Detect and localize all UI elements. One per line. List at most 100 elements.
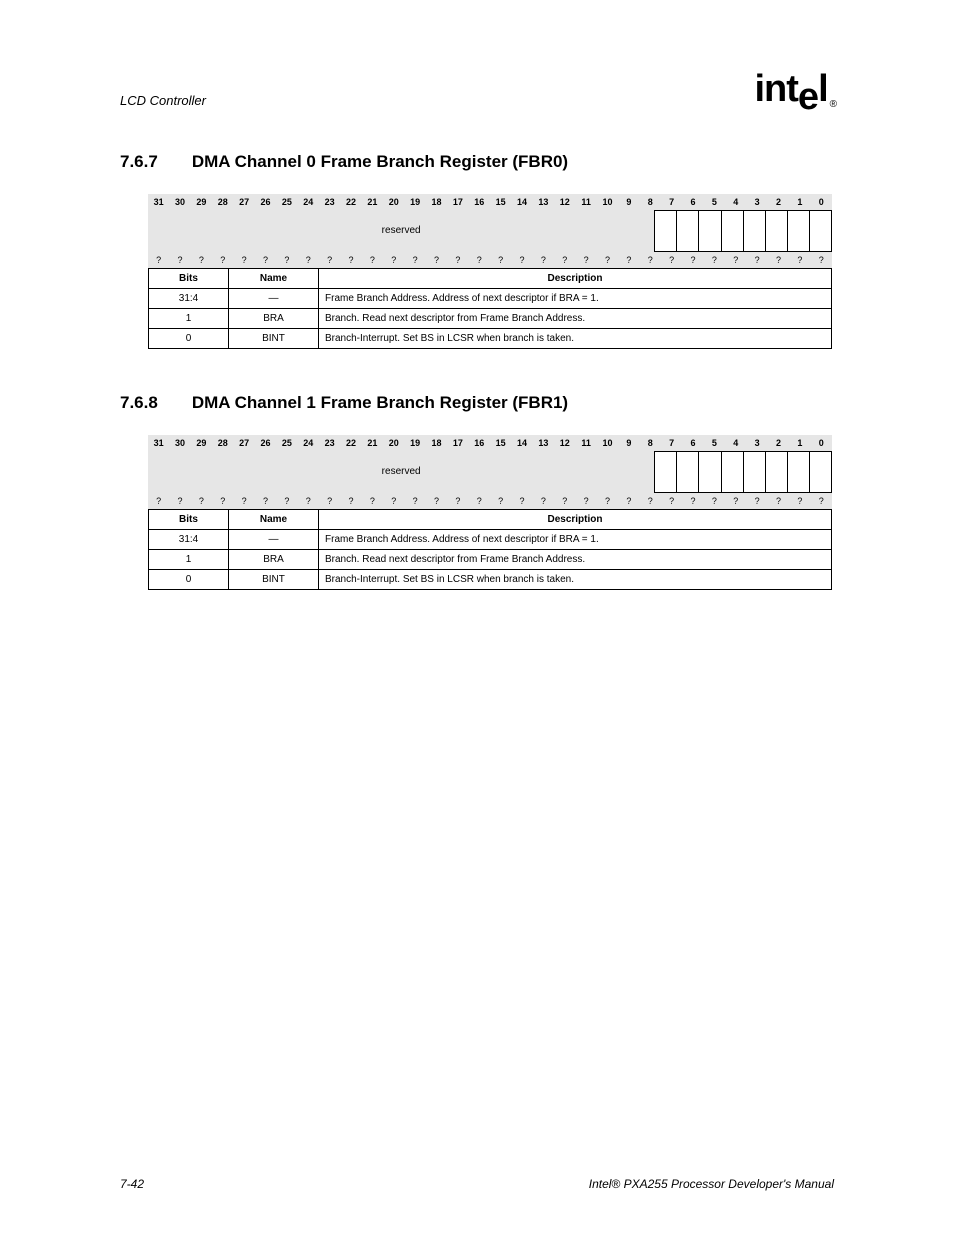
bit-label: 23	[319, 194, 340, 210]
reset-value: ?	[554, 252, 575, 268]
reset-value: ?	[319, 252, 340, 268]
reset-value: ?	[405, 493, 426, 509]
section-number: 7.6.8	[120, 393, 158, 413]
addr-bit-cell	[743, 451, 765, 493]
reset-value: ?	[276, 252, 297, 268]
bit-label: 12	[554, 435, 575, 451]
reset-row: ????????????????????????????????	[148, 252, 832, 268]
bit-label: 15	[490, 435, 511, 451]
reset-value: ?	[234, 252, 255, 268]
addr-bit-cell	[809, 210, 832, 252]
reset-value: ?	[191, 493, 212, 509]
bit-label: 4	[725, 194, 746, 210]
column-header: Description	[319, 269, 832, 289]
reset-value: ?	[490, 252, 511, 268]
field-row: reserved	[148, 210, 832, 252]
reset-value: ?	[148, 252, 169, 268]
column-header: Description	[319, 510, 832, 530]
reset-value: ?	[747, 252, 768, 268]
reset-value: ?	[276, 493, 297, 509]
table-cell: 31:4	[149, 530, 229, 550]
page-header: LCD Controller intel®	[120, 70, 834, 108]
reset-value: ?	[319, 493, 340, 509]
bit-label: 20	[383, 435, 404, 451]
bit-label: 28	[212, 194, 233, 210]
reset-value: ?	[640, 252, 661, 268]
reset-value: ?	[383, 493, 404, 509]
table-row: 1BRABranch. Read next descriptor from Fr…	[149, 550, 832, 570]
reset-value: ?	[340, 252, 361, 268]
reset-value: ?	[212, 493, 233, 509]
reset-value: ?	[789, 252, 810, 268]
register-diagram-2: 3130292827262524232221201918171615141312…	[120, 435, 834, 590]
reset-value: ?	[576, 252, 597, 268]
bit-label: 3	[747, 194, 768, 210]
reset-value: ?	[640, 493, 661, 509]
reset-value: ?	[469, 493, 490, 509]
addr-bit-cell	[721, 210, 743, 252]
reset-value: ?	[169, 493, 190, 509]
bit-label: 13	[533, 435, 554, 451]
bit-label: 10	[597, 435, 618, 451]
bit-label: 23	[319, 435, 340, 451]
table-cell: Branch-Interrupt. Set BS in LCSR when br…	[319, 570, 832, 590]
reset-value: ?	[191, 252, 212, 268]
addr-bit-cell	[721, 451, 743, 493]
bit-label: 5	[704, 194, 725, 210]
reset-value: ?	[704, 252, 725, 268]
bit-label: 28	[212, 435, 233, 451]
bit-label: 7	[661, 194, 682, 210]
bit-label: 14	[511, 194, 532, 210]
bit-label: 18	[426, 194, 447, 210]
column-header: Bits	[149, 510, 229, 530]
bit-label: 25	[276, 194, 297, 210]
reset-value: ?	[597, 252, 618, 268]
reset-value: ?	[362, 493, 383, 509]
section-heading-2: 7.6.8 DMA Channel 1 Frame Branch Registe…	[120, 393, 834, 413]
reset-value: ?	[362, 252, 383, 268]
table-cell: 1	[149, 550, 229, 570]
reset-value: ?	[704, 493, 725, 509]
reset-value: ?	[533, 252, 554, 268]
page-footer: 7-42 Intel® PXA255 Processor Developer's…	[120, 1177, 834, 1191]
reset-value: ?	[618, 493, 639, 509]
table-cell: —	[229, 289, 319, 309]
bit-label: 18	[426, 435, 447, 451]
bit-label: 19	[405, 194, 426, 210]
bit-label: 9	[618, 194, 639, 210]
bit-label: 20	[383, 194, 404, 210]
reset-value: ?	[661, 493, 682, 509]
bit-label: 11	[576, 194, 597, 210]
bit-label: 25	[276, 435, 297, 451]
addr-bit-cell	[698, 451, 720, 493]
bit-label: 4	[725, 435, 746, 451]
bit-label: 14	[511, 435, 532, 451]
reset-value: ?	[811, 252, 832, 268]
reset-value: ?	[511, 493, 532, 509]
reset-value: ?	[426, 493, 447, 509]
column-header: Name	[229, 510, 319, 530]
bit-label: 17	[447, 194, 468, 210]
table-cell: Frame Branch Address. Address of next de…	[319, 289, 832, 309]
reset-row: ????????????????????????????????	[148, 493, 832, 509]
reset-value: ?	[789, 493, 810, 509]
reset-value: ?	[255, 493, 276, 509]
manual-title: Intel® PXA255 Processor Developer's Manu…	[589, 1177, 834, 1191]
bit-label: 29	[191, 435, 212, 451]
addr-bit-cell	[743, 210, 765, 252]
bit-label: 31	[148, 194, 169, 210]
section-number: 7.6.7	[120, 152, 158, 172]
reset-value: ?	[597, 493, 618, 509]
column-header: Bits	[149, 269, 229, 289]
reset-value: ?	[405, 252, 426, 268]
reset-value: ?	[576, 493, 597, 509]
table-cell: Branch-Interrupt. Set BS in LCSR when br…	[319, 329, 832, 349]
bit-number-row: 3130292827262524232221201918171615141312…	[148, 194, 832, 210]
field-row: reserved	[148, 451, 832, 493]
reset-value: ?	[169, 252, 190, 268]
bit-label: 8	[640, 435, 661, 451]
bit-label: 15	[490, 194, 511, 210]
reset-value: ?	[682, 252, 703, 268]
table-cell: 0	[149, 329, 229, 349]
reset-value: ?	[340, 493, 361, 509]
